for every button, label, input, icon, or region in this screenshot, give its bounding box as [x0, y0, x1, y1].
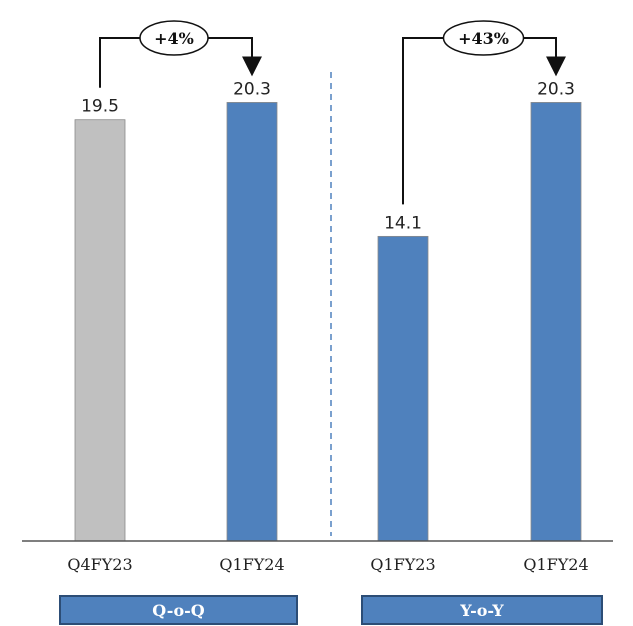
group-label: Y-o-Y	[459, 601, 504, 620]
bar-value-label: 20.3	[537, 79, 575, 99]
bar-q1fy23-2	[377, 235, 429, 542]
group-label: Q-o-Q	[152, 601, 204, 620]
x-tick-label: Q1FY23	[370, 555, 435, 574]
bar-value-label: 19.5	[81, 97, 119, 117]
bar-value-label: 14.1	[384, 213, 422, 233]
group-label-box	[361, 595, 603, 625]
change-percent-label: +43%	[458, 29, 509, 48]
change-bubble	[139, 20, 209, 56]
x-tick-label: Q1FY24	[523, 555, 588, 574]
group-label-box	[59, 595, 298, 625]
change-percent-label: +4%	[154, 29, 194, 48]
x-tick-label: Q1FY24	[219, 555, 284, 574]
x-tick-label: Q4FY23	[67, 555, 132, 574]
bar-q1fy24-1	[226, 102, 278, 542]
change-bubble	[442, 20, 525, 56]
bar-value-label: 20.3	[233, 79, 271, 99]
bar-q1fy24-3	[530, 102, 582, 542]
bar-q4fy23-0	[74, 119, 126, 542]
